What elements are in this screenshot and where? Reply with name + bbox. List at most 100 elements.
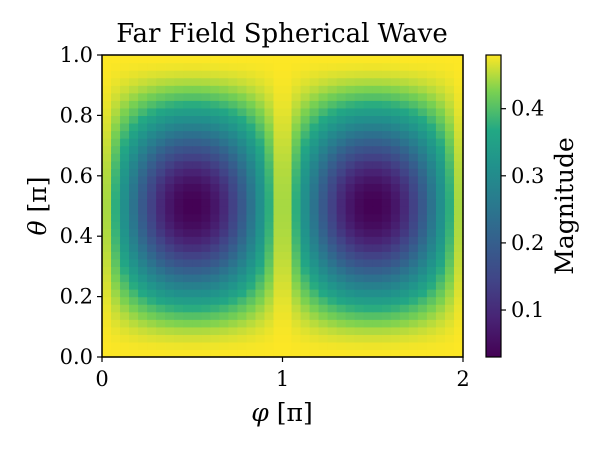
heatmap-cell [327, 62, 338, 71]
heatmap-cell [399, 100, 410, 109]
heatmap-cell [264, 273, 275, 283]
heatmap-cell [156, 311, 166, 320]
heatmap-cell [381, 92, 392, 101]
heatmap-cell [381, 228, 392, 237]
heatmap-cell [282, 236, 293, 245]
heatmap-cell [228, 311, 238, 320]
heatmap-cell [120, 236, 130, 245]
heatmap-cell [435, 266, 446, 275]
heatmap-cell [102, 281, 112, 290]
heatmap-cell [426, 228, 437, 237]
heatmap-cell [444, 213, 455, 222]
heatmap-cell [453, 243, 464, 252]
heatmap-cell [102, 349, 112, 358]
heatmap-cell [354, 115, 365, 124]
heatmap-cell [165, 122, 175, 132]
heatmap-cell [183, 115, 193, 124]
heatmap-cell [273, 168, 284, 177]
heatmap-cell [372, 236, 383, 245]
heatmap-cell [408, 206, 419, 215]
heatmap-cell [183, 145, 193, 154]
heatmap-cell [309, 341, 320, 351]
heatmap-cell [147, 296, 157, 305]
heatmap-cell [138, 145, 148, 154]
heatmap-cell [138, 304, 148, 313]
heatmap-cell [237, 236, 248, 245]
heatmap-cell [453, 228, 464, 237]
heatmap-cell [183, 168, 193, 177]
heatmap-cell [372, 183, 383, 192]
heatmap-cell [210, 145, 220, 154]
heatmap-cell [219, 138, 229, 147]
heatmap-cell [291, 266, 302, 275]
heatmap-cell [201, 281, 211, 290]
heatmap-cell [363, 341, 374, 351]
colorbar-tick-label: 0.3 [511, 164, 544, 188]
heatmap-cell [291, 221, 302, 230]
heatmap-cell [201, 92, 211, 101]
heatmap-cell [237, 122, 248, 132]
heatmap-cell [363, 198, 374, 207]
heatmap-cell [363, 221, 374, 230]
heatmap-cell [138, 107, 148, 116]
heatmap-cell [372, 296, 383, 305]
heatmap-cell [309, 273, 320, 283]
heatmap-cell [147, 289, 157, 298]
heatmap-cell [408, 236, 419, 245]
heatmap-cell [300, 175, 311, 184]
heatmap-cell [291, 138, 302, 147]
heatmap-cell [390, 334, 401, 343]
heatmap-cell [219, 107, 229, 116]
heatmap-cell [174, 251, 184, 260]
heatmap-cell [381, 273, 392, 283]
heatmap-cell [399, 319, 410, 328]
heatmap-cell [201, 236, 211, 245]
heatmap-cell [147, 100, 157, 109]
heatmap-cell [354, 85, 365, 94]
heatmap-cell [102, 304, 112, 313]
heatmap-cell [408, 130, 419, 139]
heatmap-cell [210, 85, 220, 94]
heatmap-cell [309, 334, 320, 343]
heatmap-cell [318, 281, 329, 290]
heatmap-cell [426, 85, 437, 94]
heatmap-cell [417, 77, 428, 86]
heatmap-cell [147, 107, 157, 116]
heatmap-cell [210, 198, 220, 207]
heatmap-cell [282, 243, 293, 252]
heatmap-cell [318, 326, 329, 335]
heatmap-cell [372, 175, 383, 184]
heatmap-cell [318, 206, 329, 215]
heatmap-cell [300, 258, 311, 267]
heatmap-cell [372, 266, 383, 275]
heatmap-cell [192, 62, 202, 71]
heatmap-cell [291, 334, 302, 343]
heatmap-cell [309, 296, 320, 305]
heatmap-cell [111, 319, 121, 328]
heatmap-cell [390, 266, 401, 275]
heatmap-cell [363, 100, 374, 109]
heatmap-cell [102, 122, 112, 132]
heatmap-cell [399, 289, 410, 298]
heatmap-cell [228, 62, 238, 71]
heatmap-cell [228, 319, 238, 328]
heatmap-cell [444, 77, 455, 86]
heatmap-cell [264, 70, 275, 79]
heatmap-cell [309, 145, 320, 154]
heatmap-cell [219, 326, 229, 335]
heatmap-cell [435, 62, 446, 71]
heatmap-cell [255, 190, 266, 200]
heatmap-cell [255, 221, 266, 230]
heatmap-cell [120, 198, 130, 207]
heatmap-cell [282, 213, 293, 222]
heatmap-cell [111, 153, 121, 162]
heatmap-cell [219, 266, 229, 275]
heatmap-cell [192, 85, 202, 94]
heatmap-cell [219, 213, 229, 222]
heatmap-cell [399, 70, 410, 79]
heatmap-cell [444, 304, 455, 313]
heatmap-cell [174, 319, 184, 328]
heatmap-cell [399, 175, 410, 184]
heatmap-cell [399, 206, 410, 215]
heatmap-cell [300, 153, 311, 162]
